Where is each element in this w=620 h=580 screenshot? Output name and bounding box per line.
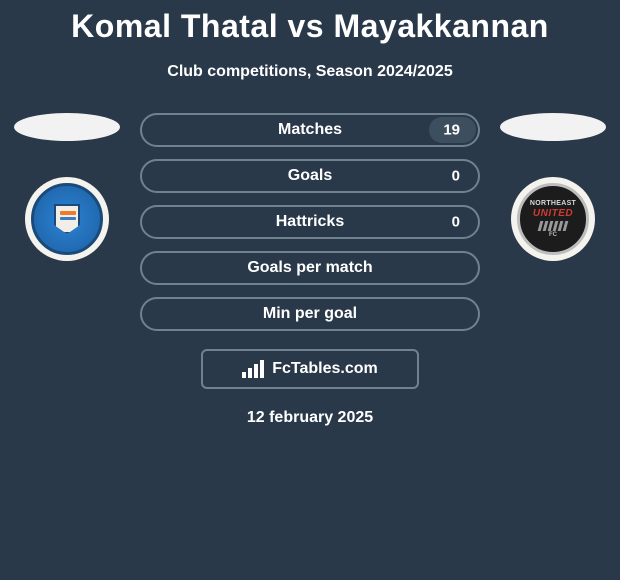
stat-label: Hattricks	[276, 213, 344, 231]
right-club-badge: NORTHEAST UNITED FC	[511, 177, 595, 261]
jamshedpur-badge-circle	[31, 183, 103, 255]
jamshedpur-shield-icon	[54, 204, 80, 234]
content-row: Matches 19 Goals 0 Hattricks 0 Goals per match…	[0, 113, 620, 331]
page-title: Komal Thatal vs Mayakkannan	[0, 8, 620, 45]
northeast-badge-top: NORTHEAST	[530, 200, 576, 207]
northeast-badge-mid: UNITED	[533, 208, 573, 219]
branding-text: FcTables.com	[272, 360, 378, 378]
bars-icon	[242, 360, 264, 378]
stat-value-right: 0	[452, 214, 460, 231]
northeast-badge-bottom: FC	[549, 232, 557, 238]
stat-label: Goals	[288, 167, 332, 185]
left-player-column	[12, 113, 122, 261]
stat-pill: Goals per match	[140, 251, 480, 285]
stat-label: Matches	[278, 121, 342, 139]
stat-value-right: 19	[443, 122, 460, 139]
northeast-badge-stripes	[533, 221, 573, 231]
stat-label: Goals per match	[247, 259, 372, 277]
right-flag-ellipse	[500, 113, 606, 141]
stats-column: Matches 19 Goals 0 Hattricks 0 Goals per match…	[140, 113, 480, 331]
stat-pill: Matches 19	[140, 113, 480, 147]
stat-value-right: 0	[452, 168, 460, 185]
right-player-column: NORTHEAST UNITED FC	[498, 113, 608, 261]
comparison-card: Komal Thatal vs Mayakkannan Club competi…	[0, 0, 620, 427]
northeast-badge-circle: NORTHEAST UNITED FC	[517, 183, 589, 255]
stat-pill: Goals 0	[140, 159, 480, 193]
branding-box: FcTables.com	[201, 349, 419, 389]
left-flag-ellipse	[14, 113, 120, 141]
page-subtitle: Club competitions, Season 2024/2025	[0, 63, 620, 81]
date-text: 12 february 2025	[0, 409, 620, 427]
stat-pill: Hattricks 0	[140, 205, 480, 239]
stat-label: Min per goal	[263, 305, 357, 323]
left-club-badge	[25, 177, 109, 261]
stat-pill: Min per goal	[140, 297, 480, 331]
